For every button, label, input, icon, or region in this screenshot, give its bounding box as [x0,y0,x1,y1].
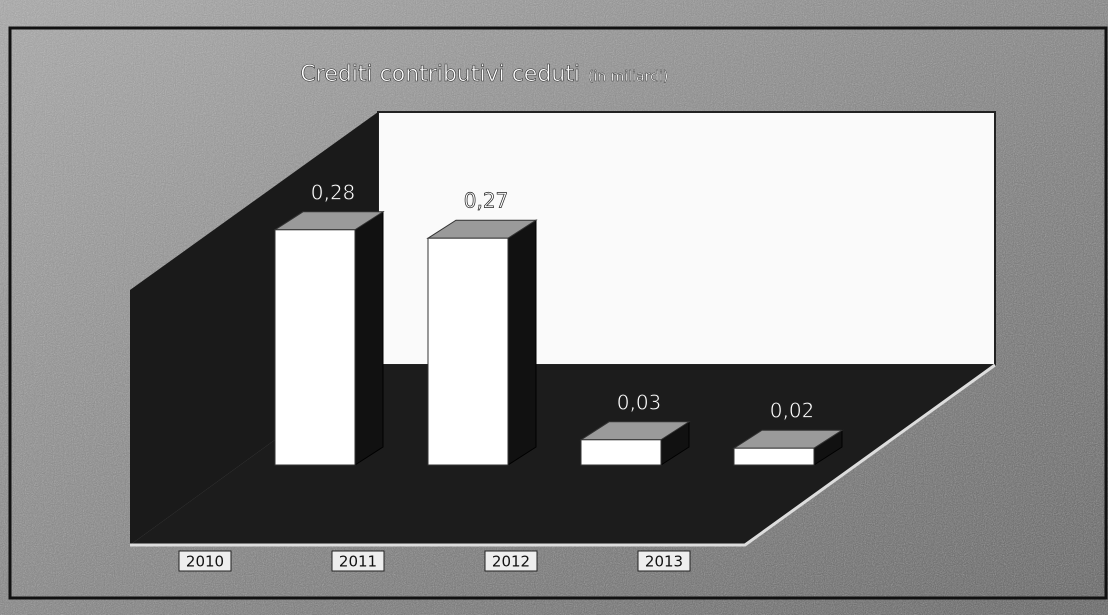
bar [427,237,509,466]
x-tick-box [331,550,385,572]
x-tick-label: 2010 [186,553,224,571]
x-tick-box [484,550,538,572]
value-label: 0,28 [311,180,356,204]
bar-side [354,210,384,466]
bar [274,229,356,466]
x-tick-box [637,550,691,572]
x-tick-box [178,550,232,572]
value-label: 0,03 [617,390,662,414]
bar-side [507,219,537,466]
frame [8,26,1108,600]
value-label: 0,02 [770,399,815,423]
bar [733,447,815,466]
x-tick-label: 2013 [645,553,683,571]
bar [580,439,662,466]
value-label: 0,27 [464,189,509,213]
x-tick-label: 2012 [492,553,530,571]
floor-edge [130,363,996,547]
chart-title: Crediti contributivi ceduti [300,62,580,87]
x-tick-label: 2011 [339,553,377,571]
chart-subtitle: (in miliardi) [588,69,668,85]
